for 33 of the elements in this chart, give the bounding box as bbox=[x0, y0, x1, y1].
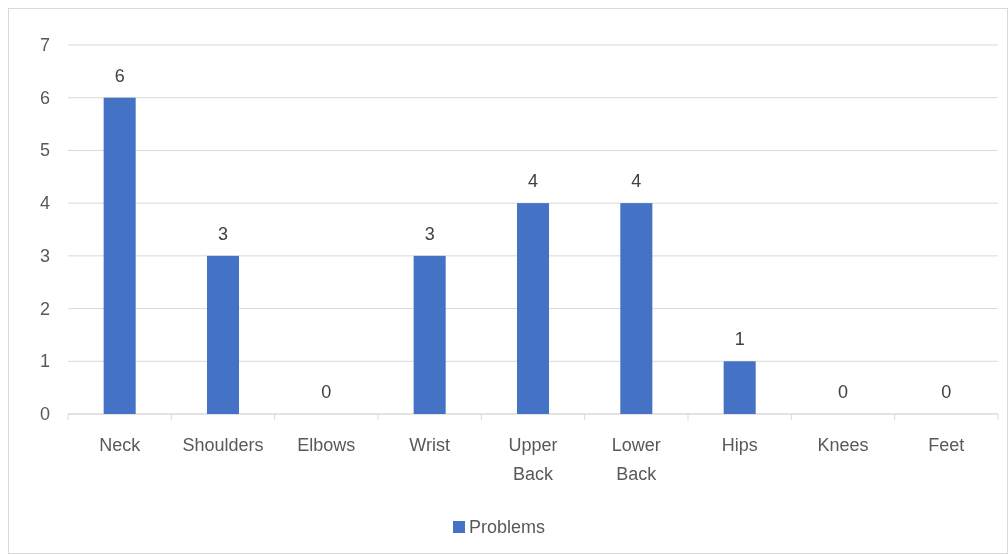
x-tick-label: Lower Back bbox=[611, 435, 661, 484]
y-tick-label: 6 bbox=[39, 87, 51, 108]
x-tick-label: Upper Back bbox=[508, 435, 558, 484]
y-tick-label: 3 bbox=[39, 245, 51, 266]
y-tick-label: 0 bbox=[39, 404, 51, 424]
data-label: 0 bbox=[837, 382, 849, 402]
data-label: 1 bbox=[734, 329, 745, 350]
x-tick-label: Feet bbox=[928, 435, 965, 455]
data-label: 4 bbox=[631, 171, 642, 192]
y-tick-label: 4 bbox=[39, 193, 51, 214]
legend-label: Problems bbox=[469, 517, 546, 537]
data-label: 3 bbox=[424, 223, 435, 244]
bar bbox=[103, 97, 136, 414]
bar bbox=[620, 203, 653, 414]
data-label: 4 bbox=[527, 171, 539, 192]
y-tick-label: 7 bbox=[39, 35, 51, 55]
y-tick-label: 2 bbox=[39, 298, 51, 319]
x-tick-label: Neck bbox=[99, 435, 142, 455]
x-tick-label: Knees bbox=[817, 435, 869, 455]
y-tick-label: 5 bbox=[39, 140, 51, 161]
x-tick-label: Elbows bbox=[297, 435, 356, 455]
data-label: 0 bbox=[941, 382, 952, 402]
data-label: 6 bbox=[114, 65, 125, 86]
bar bbox=[723, 361, 756, 414]
bar bbox=[206, 255, 240, 414]
bar bbox=[413, 255, 446, 414]
x-tick-label: Shoulders bbox=[182, 435, 264, 455]
data-label: 0 bbox=[321, 382, 332, 402]
x-tick-label: Wrist bbox=[409, 435, 450, 455]
x-tick-label: Hips bbox=[721, 435, 758, 455]
bar bbox=[516, 203, 550, 414]
y-tick-label: 1 bbox=[39, 351, 51, 372]
data-label: 3 bbox=[217, 223, 229, 244]
